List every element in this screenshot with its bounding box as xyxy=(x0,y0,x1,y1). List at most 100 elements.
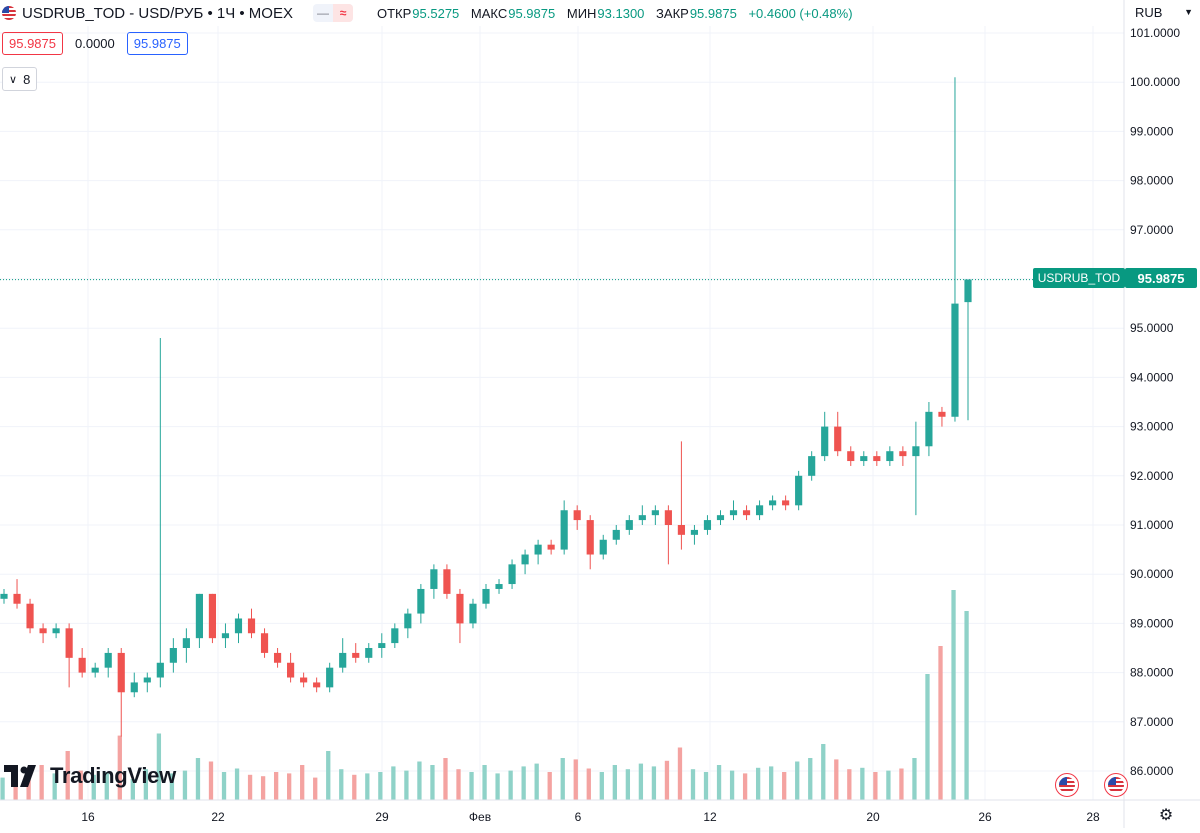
volume-bar xyxy=(469,772,474,800)
candle-body xyxy=(612,529,620,540)
high-value: 95.9875 xyxy=(508,5,556,21)
volume-bar xyxy=(703,772,709,800)
candle-body xyxy=(573,510,581,521)
volume-bar xyxy=(156,733,162,800)
candle-body xyxy=(417,588,425,614)
grid xyxy=(0,26,1124,800)
candle-body xyxy=(443,569,451,594)
legend-toggle[interactable]: — ≈ xyxy=(312,4,353,22)
candle-body xyxy=(716,515,725,521)
sell-price-button[interactable]: 95.9875 xyxy=(2,32,63,55)
open-value: 95.5275 xyxy=(412,5,460,21)
price-tick-label: 97.0000 xyxy=(1130,223,1174,237)
buy-price-button[interactable]: 95.9875 xyxy=(126,32,188,55)
candle-body xyxy=(313,682,321,688)
wave-icon[interactable]: ≈ xyxy=(332,4,353,22)
price-tick-label: 95.0000 xyxy=(1130,321,1174,335)
candle-body xyxy=(91,667,99,673)
candle-body xyxy=(964,279,972,303)
volume-bar xyxy=(899,768,904,800)
price-tick-label: 94.0000 xyxy=(1130,370,1174,384)
gear-icon[interactable]: ⚙ xyxy=(1158,807,1174,824)
tradingview-logo[interactable]: TradingView xyxy=(4,763,176,789)
candle-body xyxy=(234,618,243,634)
candle-body xyxy=(599,539,607,555)
volume-bar xyxy=(365,773,370,800)
volume-bar xyxy=(273,772,279,800)
candle-body xyxy=(26,603,34,629)
currency-label: RUB xyxy=(1135,4,1163,20)
volume-bar xyxy=(677,747,683,800)
candle-body xyxy=(78,657,86,673)
price-tick-label: 99.0000 xyxy=(1130,124,1174,138)
volume-bar xyxy=(860,767,865,800)
chevron-down-icon[interactable]: ▼ xyxy=(1184,7,1193,17)
candle-body xyxy=(534,544,542,555)
volume-bar xyxy=(964,611,969,800)
candle-body xyxy=(782,500,790,506)
candle-body xyxy=(65,628,73,658)
volume-bar xyxy=(612,765,617,800)
candle-body xyxy=(703,520,712,530)
spread-value: 0.0000 xyxy=(75,36,115,51)
price-tick-label: 88.0000 xyxy=(1130,666,1174,680)
candle-body xyxy=(521,554,529,565)
minus-icon[interactable]: — xyxy=(316,6,329,20)
price-tick-label: 98.0000 xyxy=(1130,174,1174,188)
candle-body xyxy=(899,451,907,457)
us-flag-event-icon[interactable] xyxy=(1055,773,1079,797)
ohlc-values: ОТКР95.5275 МАКС95.9875 МИН93.1300 ЗАКР9… xyxy=(377,6,861,21)
volume-bar xyxy=(417,761,422,800)
change-value: +0.4600 (+0.48%) xyxy=(748,5,853,21)
time-tick-label: 28 xyxy=(1086,810,1100,824)
candle-body xyxy=(169,648,177,663)
candle-body xyxy=(625,520,633,530)
candle-body xyxy=(143,677,151,683)
volume-bar xyxy=(26,779,31,800)
time-axis[interactable]: 16 22 29 Фев 6 12 20 26 28 xyxy=(0,799,1200,824)
time-tick-label: Фев xyxy=(469,810,491,824)
candle-body xyxy=(912,446,920,457)
candle-body xyxy=(951,303,959,417)
candle-body xyxy=(0,593,8,599)
candle-body xyxy=(195,593,203,639)
price-tick-label: 92.0000 xyxy=(1130,469,1174,483)
volume-bar xyxy=(521,766,526,800)
time-tick-label: 16 xyxy=(81,810,95,824)
candle-body xyxy=(638,515,646,521)
currency-select[interactable]: RUB ▼ xyxy=(1131,2,1197,22)
candle-body xyxy=(795,475,803,506)
symbol-title[interactable]: USDRUB_TOD - USD/РУБ • 1Ч • MOEX xyxy=(22,4,293,22)
volume-bar xyxy=(221,772,227,800)
volume-bar xyxy=(873,772,878,800)
volume-bar xyxy=(443,758,448,800)
close-label: ЗАКР xyxy=(656,5,689,21)
volume-bar xyxy=(404,770,409,800)
volume-bar xyxy=(130,779,135,800)
volume-bar xyxy=(143,769,149,800)
candle-body xyxy=(938,411,946,417)
price-tick-label: 91.0000 xyxy=(1130,518,1174,532)
time-tick-label: 20 xyxy=(866,810,880,824)
volume-bar xyxy=(755,767,761,800)
indicators-toggle[interactable]: ∨ 8 xyxy=(2,67,38,91)
chevron-down-icon[interactable]: ∨ xyxy=(9,73,18,86)
candle-body xyxy=(39,628,47,634)
close-value: 95.9875 xyxy=(689,5,737,21)
candle-body xyxy=(352,652,360,658)
low-value: 93.1300 xyxy=(597,5,645,21)
candle-body xyxy=(495,584,503,589)
candles xyxy=(0,77,972,737)
logo-text: TradingView xyxy=(50,763,176,788)
volume-bar xyxy=(78,770,83,800)
volume-bar xyxy=(456,769,461,800)
volume-bar xyxy=(573,759,578,800)
us-flag-event-icon[interactable] xyxy=(1104,773,1128,797)
price-axis[interactable]: 86.0000 87.0000 88.0000 89.0000 90.0000 91.00… xyxy=(1123,0,1180,828)
price-tick-label: 89.0000 xyxy=(1130,616,1174,630)
volume-bar xyxy=(534,763,539,800)
price-tick-label: 87.0000 xyxy=(1130,715,1174,729)
candle-body xyxy=(404,613,412,629)
